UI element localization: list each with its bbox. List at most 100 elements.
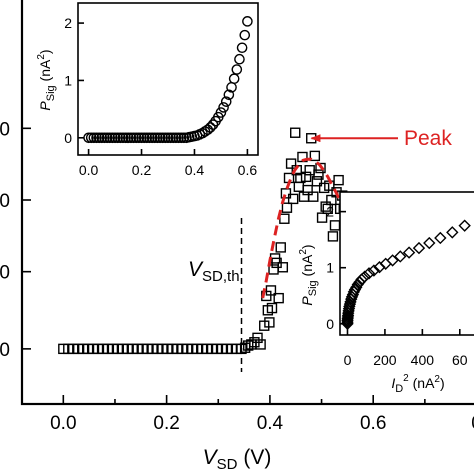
inset-bottom-x-tick-label: 60 (452, 352, 468, 368)
data-point (293, 181, 305, 192)
data-point (412, 241, 426, 255)
data-point (125, 132, 137, 144)
data-point (358, 270, 371, 283)
data-point (85, 132, 97, 144)
data-point (285, 158, 297, 169)
data-point (157, 132, 169, 144)
main-y-tick-label: 0 (0, 340, 10, 361)
inset-bottom-x-tick-label: 200 (373, 352, 397, 368)
data-point (402, 246, 416, 259)
data-point (423, 236, 436, 250)
data-point (109, 132, 121, 144)
inset-top: 0.0 0.2 0.4 0.6 0 1 2 PSig (nA2) (36, 2, 259, 178)
inset-top-y-tick-label: 0 (64, 130, 72, 146)
data-point (264, 317, 275, 328)
inset-bottom-series (341, 219, 471, 330)
peak-label: Peak (404, 127, 452, 150)
data-point (88, 132, 100, 144)
data-point (112, 132, 124, 144)
data-point (215, 107, 227, 118)
inset-bottom: 0 200 400 60 0 1 2 PSig (nA2) ID2 (nA2) (298, 191, 474, 395)
data-point (234, 53, 245, 65)
data-point (144, 132, 155, 144)
data-point (207, 119, 219, 130)
data-point (434, 231, 447, 245)
main-x-ticks: 0.0 0.2 0.4 0.6 0 (50, 395, 474, 434)
data-point (308, 191, 319, 202)
data-point (298, 191, 310, 202)
inset-top-frame (77, 2, 259, 156)
data-point (362, 267, 376, 280)
data-point (313, 169, 324, 180)
data-point (122, 132, 134, 144)
inset-bottom-y-tick-label: 2 (326, 204, 334, 220)
data-point (242, 16, 253, 27)
inset-top-x-ticks: 0.0 0.2 0.4 0.6 (79, 149, 257, 178)
data-point (304, 165, 315, 176)
data-point (154, 132, 166, 144)
data-point (138, 132, 150, 144)
data-point (136, 132, 147, 144)
data-point (96, 132, 108, 144)
data-point (295, 172, 306, 184)
data-point (173, 132, 184, 144)
inset-top-y-tick-label: 1 (64, 72, 72, 88)
data-point (178, 132, 190, 144)
data-point (149, 132, 161, 144)
main-x-axis-label: VSD (V) (203, 446, 272, 473)
threshold-label: VSD,th (188, 258, 240, 285)
data-point (141, 132, 153, 144)
data-point (165, 132, 176, 144)
data-point (329, 220, 341, 231)
data-point (243, 340, 254, 351)
main-x-tick-label: 0 (471, 413, 474, 434)
main-y-tick-label: 0 (0, 119, 10, 140)
inset-top-y-tick-label: 2 (64, 15, 72, 31)
data-point (162, 132, 174, 144)
inset-bottom-x-tick-label: 400 (411, 352, 435, 368)
data-point (146, 132, 158, 144)
data-point (130, 132, 142, 144)
data-point (394, 250, 407, 263)
main-y-tick-label: 0 (0, 191, 10, 212)
data-point (231, 64, 243, 75)
data-point (205, 122, 216, 133)
data-point (386, 254, 399, 267)
data-point (133, 132, 145, 144)
inset-bottom-frame (339, 191, 474, 336)
inset-bottom-y-tick-label: 1 (326, 260, 334, 276)
data-point (236, 42, 248, 54)
data-point (315, 162, 326, 174)
data-point (120, 132, 131, 144)
data-point (266, 302, 278, 314)
main-x-tick-label: 0.6 (360, 413, 386, 434)
data-point (107, 132, 118, 144)
data-point (273, 292, 284, 304)
data-point (252, 332, 263, 344)
inset-top-y-ticks: 0 1 2 (64, 15, 84, 146)
inset-bottom-y-axis-label: PSig (nA2) (298, 244, 319, 305)
main-y-ticks: 0 0 0 0 (0, 119, 31, 361)
data-point (458, 219, 471, 232)
data-point (290, 127, 301, 138)
data-point (302, 184, 313, 196)
data-point (197, 127, 208, 139)
inset-top-x-tick-label: 0.0 (79, 162, 99, 178)
data-point (265, 285, 277, 296)
data-point (287, 193, 299, 205)
inset-top-x-tick-label: 0.2 (132, 162, 152, 178)
data-point (367, 264, 381, 277)
data-point (309, 150, 321, 162)
data-point (218, 102, 229, 113)
data-point (279, 213, 290, 224)
data-point (93, 132, 105, 144)
inset-bottom-y-tick-label: 0 (326, 316, 334, 332)
data-point (223, 89, 235, 101)
data-point (128, 132, 139, 144)
data-point (316, 212, 328, 223)
data-point (117, 132, 129, 144)
data-point (355, 273, 368, 286)
data-point (300, 171, 312, 183)
data-point (255, 339, 266, 350)
